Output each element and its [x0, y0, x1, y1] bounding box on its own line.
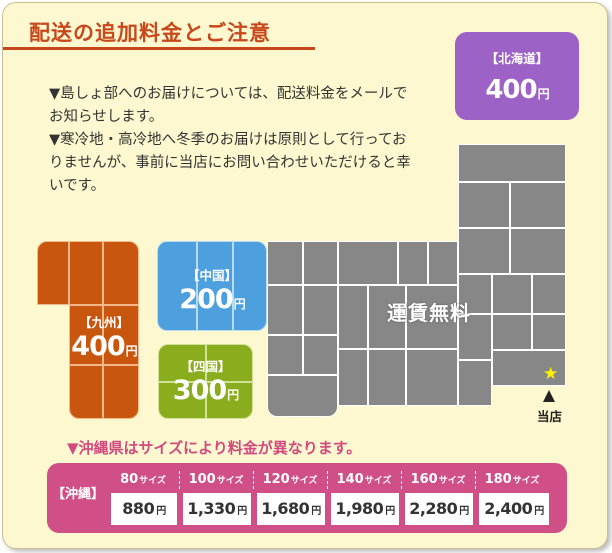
okinawa-label: 【沖縄】	[51, 487, 104, 502]
region-shikoku-price: 300円	[172, 375, 239, 406]
okinawa-divider	[475, 471, 476, 489]
okinawa-divider	[253, 471, 254, 489]
okinawa-price-table: 【沖縄】 80サイズ 100サイズ 120サイズ 140サイズ 160サイズ 1…	[47, 463, 567, 533]
okinawa-price-120: 1,680 円	[257, 493, 325, 525]
okinawa-divider	[401, 471, 402, 489]
okinawa-price-80: 880 円	[111, 493, 177, 525]
okinawa-divider	[179, 471, 180, 489]
star-icon: ★	[543, 364, 559, 384]
shipping-info-card: 配送の追加料金とご注意 ▼島しょ部へのお届けについては、配送料金をメールでお知ら…	[2, 2, 608, 549]
note-islands: ▼島しょ部へのお届けについては、配送料金をメールでお知らせします。	[49, 86, 408, 125]
region-shikoku-label: 【四国】	[180, 359, 231, 374]
okinawa-size-140: 140サイズ	[336, 472, 392, 487]
region-hokkaido: 【北海道】 400円	[455, 32, 579, 120]
region-chugoku-label: 【中国】	[186, 268, 237, 283]
okinawa-size-80: 80サイズ	[120, 472, 166, 487]
note-cold-regions: ▼寒冷地・高冷地へ冬季のお届けは原則として行っておりませんが、事前に当店にお問い…	[49, 132, 411, 194]
okinawa-price-180: 2,400 円	[479, 493, 549, 525]
okinawa-note: ▼沖縄県はサイズにより料金が異なります。	[67, 439, 362, 457]
region-hokkaido-label: 【北海道】	[485, 51, 549, 66]
shipping-notes: ▼島しょ部へのお届けについては、配送料金をメールでお知らせします。 ▼寒冷地・高…	[49, 83, 419, 198]
okinawa-price-100: 1,330 円	[183, 493, 251, 525]
region-chugoku-price: 200円	[179, 284, 245, 315]
region-kyushu-text: 【九州】 400円	[69, 312, 139, 367]
okinawa-size-160: 160サイズ	[410, 472, 466, 487]
page-title: 配送の追加料金とご注意	[29, 21, 271, 45]
region-hokkaido-price: 400円	[485, 75, 549, 105]
region-chugoku-text: 【中国】 200円	[157, 265, 267, 320]
okinawa-size-180: 180サイズ	[484, 472, 540, 487]
region-kyushu-label: 【九州】	[78, 315, 129, 330]
region-honshu-label: 運賃無料	[387, 301, 471, 325]
region-shikoku-text: 【四国】 300円	[158, 356, 253, 411]
okinawa-size-100: 100サイズ	[188, 472, 244, 487]
region-kyushu-price: 400円	[71, 331, 137, 362]
title-underline	[3, 47, 315, 50]
okinawa-price-140: 1,980 円	[331, 493, 399, 525]
store-location-label: 当店	[537, 409, 563, 424]
okinawa-price-160: 2,280 円	[405, 493, 473, 525]
okinawa-size-120: 120サイズ	[262, 472, 318, 487]
okinawa-divider	[327, 471, 328, 489]
triangle-marker-icon	[543, 390, 555, 402]
